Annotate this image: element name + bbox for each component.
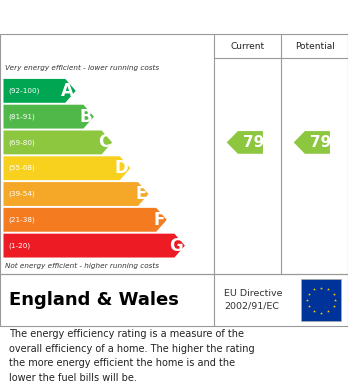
- Polygon shape: [3, 156, 130, 180]
- Text: B: B: [80, 108, 92, 126]
- Text: Current: Current: [230, 41, 265, 50]
- Text: (21-38): (21-38): [9, 217, 35, 223]
- Text: 79: 79: [309, 135, 331, 150]
- Polygon shape: [3, 208, 167, 232]
- Polygon shape: [227, 131, 263, 154]
- Polygon shape: [294, 131, 330, 154]
- Text: Not energy efficient - higher running costs: Not energy efficient - higher running co…: [5, 263, 159, 269]
- Text: Very energy efficient - lower running costs: Very energy efficient - lower running co…: [5, 65, 159, 71]
- Text: (81-91): (81-91): [9, 113, 35, 120]
- Polygon shape: [3, 79, 76, 103]
- Text: Energy Efficiency Rating: Energy Efficiency Rating: [9, 8, 238, 26]
- Polygon shape: [3, 131, 112, 154]
- Text: F: F: [153, 211, 165, 229]
- Text: (39-54): (39-54): [9, 191, 35, 197]
- Text: D: D: [115, 159, 128, 177]
- Text: G: G: [169, 237, 183, 255]
- Text: England & Wales: England & Wales: [9, 291, 179, 309]
- Polygon shape: [3, 234, 185, 258]
- Text: The energy efficiency rating is a measure of the
overall efficiency of a home. T: The energy efficiency rating is a measur…: [9, 329, 254, 382]
- Bar: [301, 279, 341, 321]
- Polygon shape: [3, 182, 149, 206]
- Text: EU Directive
2002/91/EC: EU Directive 2002/91/EC: [224, 289, 283, 311]
- Text: (1-20): (1-20): [9, 242, 31, 249]
- Text: (69-80): (69-80): [9, 139, 35, 146]
- Text: (92-100): (92-100): [9, 88, 40, 94]
- Polygon shape: [3, 105, 94, 129]
- Text: 79: 79: [243, 135, 264, 150]
- Text: Potential: Potential: [295, 41, 334, 50]
- Text: E: E: [135, 185, 147, 203]
- Text: C: C: [98, 133, 110, 151]
- Text: A: A: [61, 82, 74, 100]
- Text: (55-68): (55-68): [9, 165, 35, 172]
